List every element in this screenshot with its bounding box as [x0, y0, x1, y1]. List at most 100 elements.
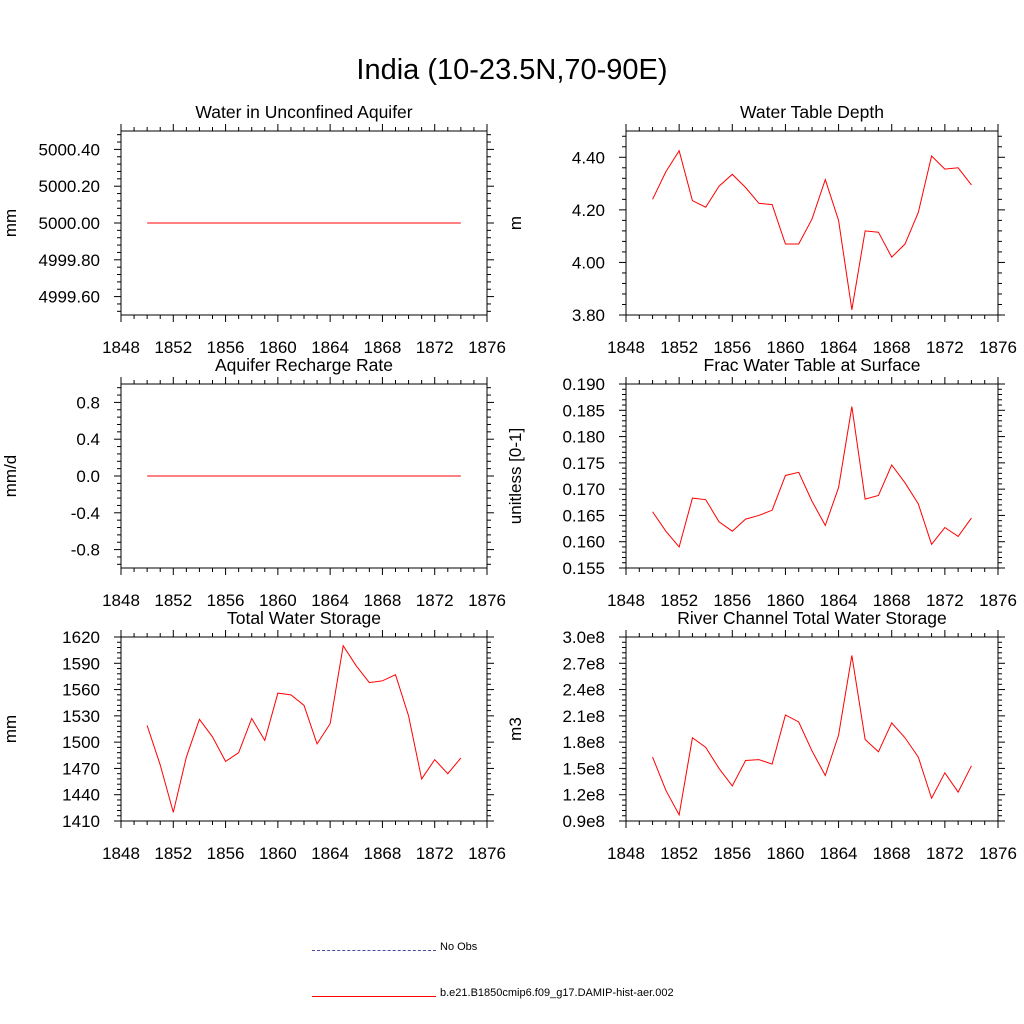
y-axis-label: mm [1, 209, 20, 237]
y-tick-label: 4999.60 [39, 288, 100, 307]
y-tick-label: 0.155 [562, 559, 605, 578]
chart-panel-1: Water Table Depth m 1848 1852 1856 1860 1864 18… [506, 102, 1017, 357]
chart-panel-4: Total Water Storage mm 1848 1852 1856 1860 186… [1, 608, 506, 863]
x-tick-label: 1876 [468, 844, 506, 863]
x-tick-label: 1872 [416, 591, 454, 610]
y-tick-label: 5000.00 [39, 214, 100, 233]
x-tick-label: 1856 [713, 338, 751, 357]
y-tick-label: 0.180 [562, 428, 605, 447]
y-tick-label: 1530 [62, 707, 100, 726]
x-tick-label: 1852 [660, 591, 698, 610]
x-tick-label: 1868 [364, 844, 402, 863]
panel-title: Aquifer Recharge Rate [215, 355, 393, 375]
y-tick-label: 2.7e8 [562, 654, 605, 673]
y-tick-label: 2.1e8 [562, 707, 605, 726]
y-tick-label: -0.8 [71, 541, 100, 560]
x-tick-label: 1868 [873, 591, 911, 610]
x-tick-label: 1852 [660, 844, 698, 863]
x-tick-label: 1852 [154, 591, 192, 610]
y-tick-label: 3.0e8 [562, 628, 605, 647]
chart-panel-3: Frac Water Table at Surface unitless [0-1… [506, 355, 1017, 610]
x-tick-label: 1848 [102, 338, 140, 357]
panel-title: Water Table Depth [740, 102, 884, 122]
x-tick-label: 1860 [259, 338, 297, 357]
y-tick-label: 4.20 [572, 201, 605, 220]
x-tick-label: 1848 [607, 338, 645, 357]
y-tick-label: 1410 [62, 812, 100, 831]
y-tick-label: 0.160 [562, 533, 605, 552]
legend-swatch-dashed [312, 950, 436, 951]
legend-label-model: b.e21.B1850cmip6.f09_g17.DAMIP-hist-aer.… [440, 987, 674, 999]
legend-label-no-obs: No Obs [440, 941, 478, 953]
y-tick-label: 1.5e8 [562, 759, 605, 778]
y-tick-label: 0.9e8 [562, 812, 605, 831]
x-tick-label: 1872 [926, 844, 964, 863]
y-tick-label: 0.185 [562, 401, 605, 420]
x-tick-label: 1876 [468, 338, 506, 357]
y-tick-label: -0.4 [71, 504, 100, 523]
y-tick-label: 1440 [62, 786, 100, 805]
x-tick-label: 1860 [767, 338, 805, 357]
x-tick-label: 1872 [926, 338, 964, 357]
y-tick-label: 1620 [62, 628, 100, 647]
y-tick-label: 1470 [62, 759, 100, 778]
x-tick-label: 1848 [607, 591, 645, 610]
y-tick-label: 4.40 [572, 148, 605, 167]
panel-title: Total Water Storage [227, 608, 381, 628]
legend-item-no-obs: No Obs [312, 940, 612, 960]
chart-panel-5: River Channel Total Water Storage m3 1848 1… [506, 608, 1017, 863]
x-tick-label: 1852 [154, 338, 192, 357]
x-tick-label: 1872 [926, 591, 964, 610]
x-tick-label: 1860 [767, 844, 805, 863]
series-line-0 [652, 149, 972, 310]
x-tick-label: 1848 [102, 844, 140, 863]
y-tick-label: 3.80 [572, 306, 605, 325]
panel-title: Water in Unconfined Aquifer [195, 102, 412, 122]
y-tick-label: 4999.80 [39, 251, 100, 270]
y-axis-label: m [506, 216, 525, 230]
x-tick-label: 1864 [820, 591, 858, 610]
x-tick-label: 1848 [102, 591, 140, 610]
y-tick-label: 2.4e8 [562, 681, 605, 700]
y-axis-label: mm [1, 715, 20, 743]
x-tick-label: 1860 [259, 844, 297, 863]
y-axis-label: m3 [506, 717, 525, 741]
y-tick-label: 5000.40 [39, 140, 100, 159]
y-axis-label: unitless [0-1] [506, 428, 525, 524]
x-tick-label: 1876 [468, 591, 506, 610]
x-tick-label: 1860 [767, 591, 805, 610]
x-tick-label: 1868 [873, 338, 911, 357]
y-tick-label: 1590 [62, 654, 100, 673]
x-tick-label: 1848 [607, 844, 645, 863]
panel-title: Frac Water Table at Surface [704, 355, 921, 375]
x-tick-label: 1868 [364, 338, 402, 357]
plot-frame [625, 383, 999, 569]
x-tick-label: 1856 [207, 844, 245, 863]
x-tick-label: 1852 [660, 338, 698, 357]
x-tick-label: 1876 [979, 338, 1017, 357]
x-tick-label: 1868 [364, 591, 402, 610]
x-tick-label: 1868 [873, 844, 911, 863]
x-tick-label: 1872 [416, 844, 454, 863]
x-tick-label: 1876 [979, 591, 1017, 610]
page-title: India (10-23.5N,70-90E) [356, 54, 668, 86]
y-tick-label: 1560 [62, 681, 100, 700]
x-tick-label: 1864 [311, 844, 349, 863]
x-tick-label: 1864 [311, 338, 349, 357]
y-tick-label: 1500 [62, 733, 100, 752]
y-tick-label: 0.0 [76, 467, 100, 486]
y-tick-label: 0.4 [76, 430, 100, 449]
x-tick-label: 1852 [154, 844, 192, 863]
y-tick-label: 0.190 [562, 375, 605, 394]
x-tick-label: 1856 [207, 338, 245, 357]
y-tick-label: 4.00 [572, 253, 605, 272]
x-tick-label: 1856 [713, 591, 751, 610]
chart-panel-2: Aquifer Recharge Rate mm/d 1848 1852 1856 186… [1, 355, 506, 610]
plot-frame [625, 636, 999, 822]
chart-panel-0: Water in Unconfined Aquifer mm 1848 1852 185… [1, 102, 506, 357]
legend-item-model: b.e21.B1850cmip6.f09_g17.DAMIP-hist-aer.… [312, 986, 732, 1006]
y-tick-label: 1.2e8 [562, 786, 605, 805]
y-tick-label: 1.8e8 [562, 733, 605, 752]
x-tick-label: 1856 [713, 844, 751, 863]
